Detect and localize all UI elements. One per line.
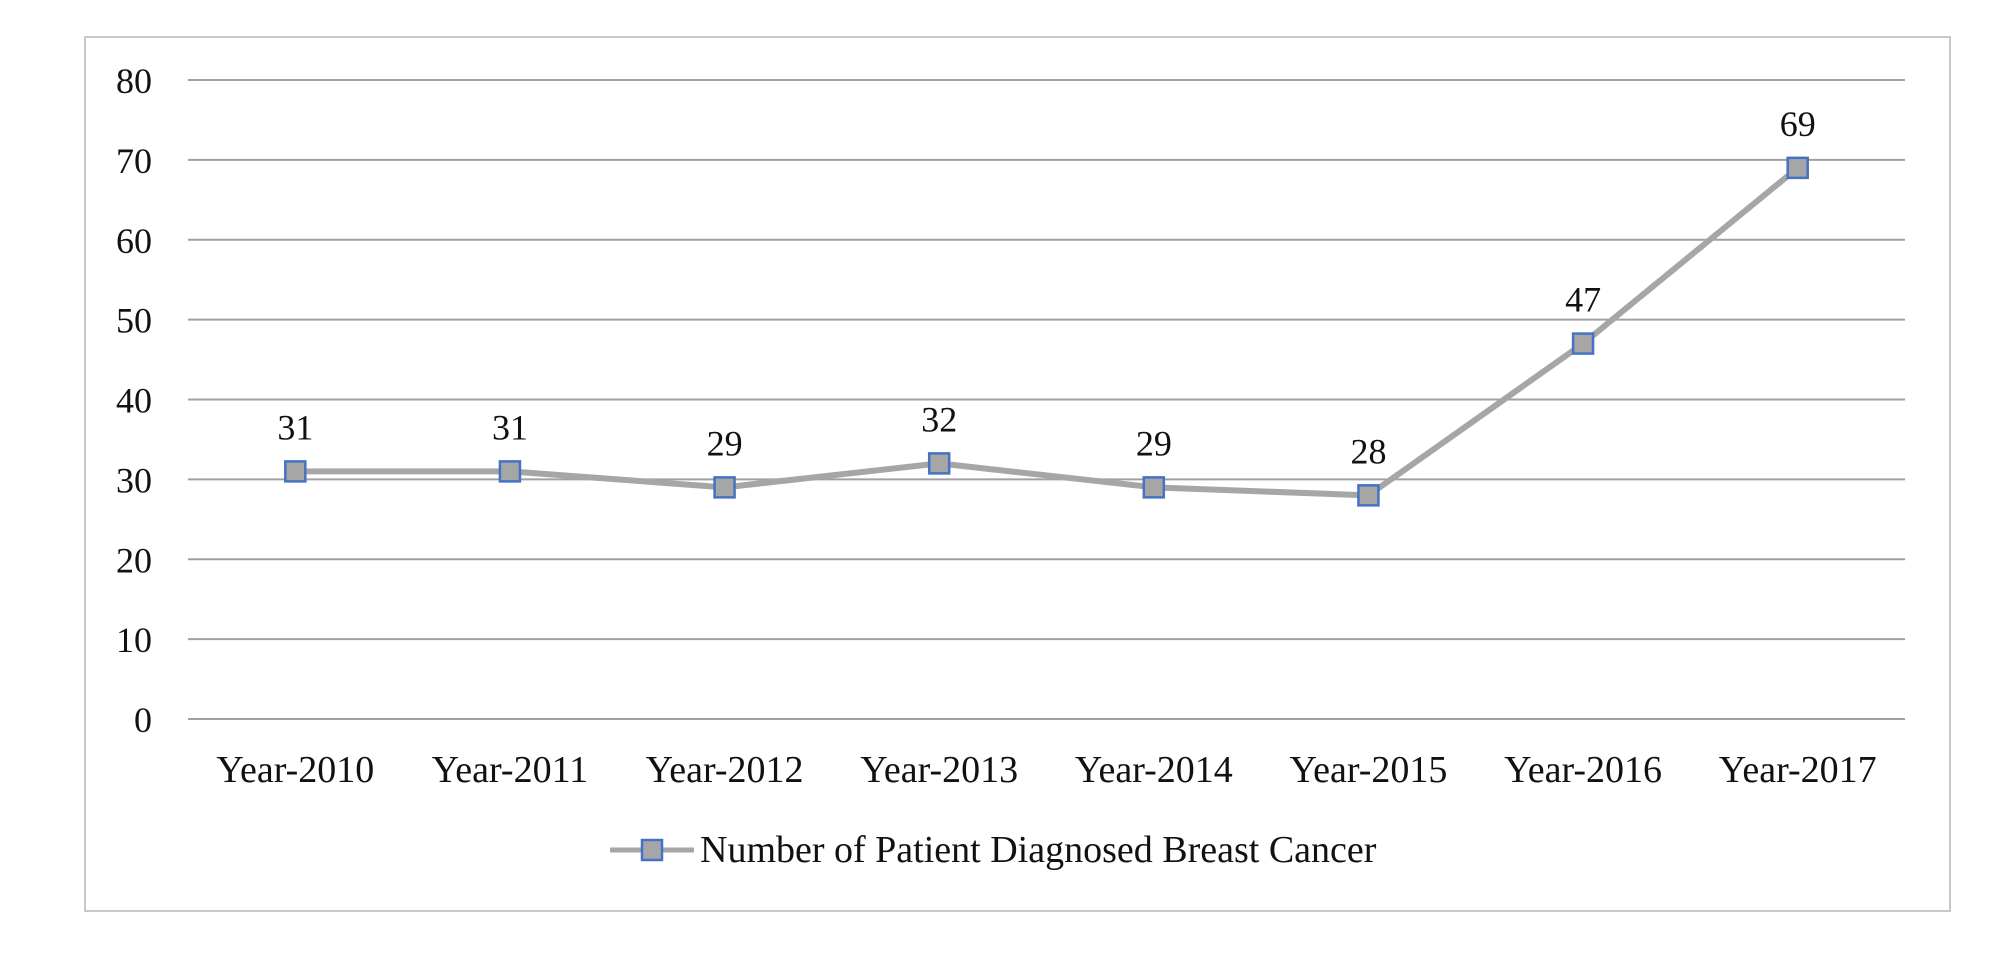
x-tick-label: Year-2012: [646, 749, 804, 791]
data-point-marker: [1786, 156, 1809, 180]
x-tick-label: Year-2015: [1289, 749, 1447, 791]
data-point-marker: [1142, 476, 1166, 499]
series-line: [295, 165, 1800, 499]
y-tick-label: 80: [116, 61, 152, 101]
data-point-marker: [284, 460, 307, 483]
data-labels: 31 31 29 32 29 28 47 69: [277, 104, 1815, 471]
y-tick-label: 40: [116, 381, 152, 421]
y-tick-label: 10: [116, 620, 152, 660]
data-label: 29: [1136, 423, 1172, 463]
data-point-marker: [927, 452, 951, 475]
y-tick-label: 0: [134, 700, 152, 740]
x-tick-label: Year-2016: [1504, 749, 1662, 791]
x-tick-label: Year-2011: [432, 749, 589, 791]
x-tick-label: Year-2017: [1719, 749, 1877, 791]
y-tick-label: 50: [116, 301, 152, 341]
y-axis-ticks: 0 10 20 30 40 50 60 70 80: [116, 61, 152, 740]
x-tick-label: Year-2013: [860, 749, 1018, 791]
data-label: 31: [277, 407, 313, 447]
y-tick-label: 60: [116, 221, 152, 261]
data-point-marker: [498, 460, 522, 483]
x-tick-label: Year-2010: [216, 749, 374, 791]
y-tick-label: 30: [116, 460, 152, 500]
data-label: 69: [1780, 104, 1816, 144]
legend-series-label: Number of Patient Diagnosed Breast Cance…: [700, 829, 1377, 871]
y-tick-label: 70: [116, 141, 152, 181]
legend: Number of Patient Diagnosed Breast Cance…: [610, 829, 1377, 871]
series: [284, 156, 1809, 507]
data-label: 47: [1565, 280, 1601, 320]
data-label: 31: [492, 407, 528, 447]
data-label: 29: [707, 423, 743, 463]
x-tick-label: Year-2014: [1075, 749, 1233, 791]
x-axis-categories: Year-2010 Year-2011 Year-2012 Year-2013 Year…: [216, 749, 1876, 791]
data-point-marker: [1357, 484, 1380, 507]
y-tick-label: 20: [116, 540, 152, 580]
data-label: 28: [1350, 431, 1386, 471]
data-point-marker: [1571, 332, 1595, 355]
gridlines: [188, 79, 1905, 720]
data-point-marker: [713, 476, 736, 499]
legend-marker-swatch: [640, 838, 664, 862]
data-label: 32: [921, 399, 957, 439]
